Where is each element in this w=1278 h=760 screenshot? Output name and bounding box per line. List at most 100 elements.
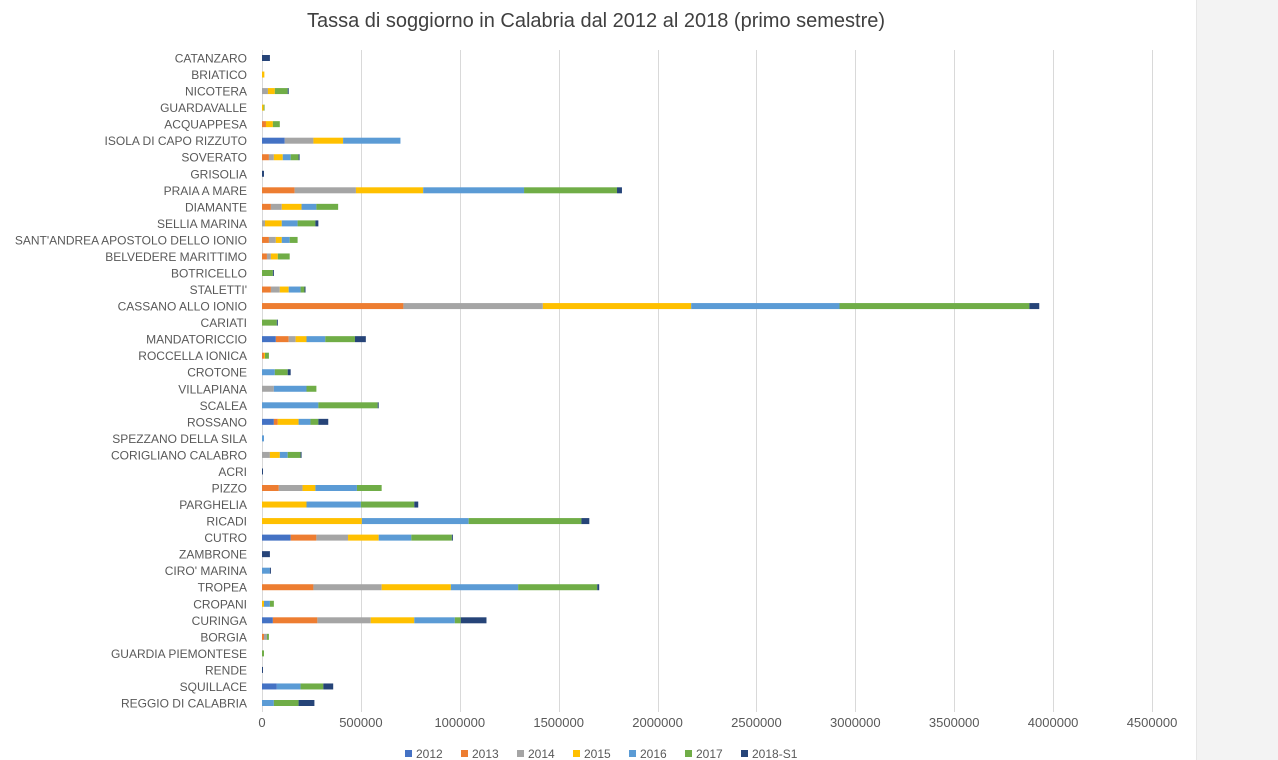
- bar-segment: [270, 203, 282, 210]
- legend-label: 2016: [640, 747, 667, 760]
- bar-segment: [298, 418, 311, 425]
- category-label: ISOLA DI CAPO RIZZUTO: [105, 134, 247, 148]
- category-label: SQUILLACE: [180, 680, 247, 694]
- bar-segment: [287, 451, 301, 458]
- category-label: ROCCELLA IONICA: [138, 349, 247, 363]
- bar-segment: [269, 567, 271, 574]
- bar-segment: [262, 435, 264, 442]
- category-label: SPEZZANO DELLA SILA: [112, 432, 247, 446]
- bar-segment: [381, 584, 451, 591]
- bar-segment: [288, 286, 301, 293]
- bar-segment: [414, 501, 419, 508]
- bar-segment: [518, 584, 598, 591]
- bar-segment: [454, 617, 461, 624]
- legend-swatch: [685, 750, 692, 757]
- bar-segment: [279, 451, 288, 458]
- category-label: CURINGA: [192, 614, 247, 628]
- bar-segment: [403, 303, 543, 310]
- x-tick-label: 3000000: [830, 715, 881, 730]
- category-label: BELVEDERE MARITTIMO: [105, 250, 247, 264]
- bar-segment: [304, 286, 306, 293]
- bar-segment: [282, 154, 291, 161]
- bar-segment: [581, 518, 590, 525]
- chart-svg: CATANZARO BRIATICO NICOTERA GUARDAVALLE ACQU…: [15, 50, 1177, 760]
- bar-segment: [414, 617, 455, 624]
- bar-segment: [273, 700, 299, 706]
- category-label: BOTRICELLO: [171, 267, 247, 281]
- bar-segment: [266, 253, 271, 260]
- x-tick-label: 1500000: [533, 715, 584, 730]
- category-label: GUARDIA PIEMONTESE: [111, 647, 247, 661]
- bar-segment: [262, 319, 277, 326]
- bar-segment: [281, 236, 290, 243]
- bar-segment: [273, 385, 307, 392]
- bar-segment: [262, 270, 273, 276]
- bar-segment: [277, 418, 299, 425]
- legend-label: 2012: [416, 747, 443, 760]
- category-label: SOVERATO: [181, 151, 247, 165]
- bar-segment: [290, 534, 317, 541]
- bar-segment: [281, 220, 298, 227]
- legend-swatch: [461, 750, 468, 757]
- bar-segment: [267, 88, 275, 95]
- category-labels: CATANZARO BRIATICO NICOTERA GUARDAVALLE ACQU…: [15, 52, 247, 711]
- bar-segment: [287, 88, 289, 95]
- chart-title: Tassa di soggiorno in Calabria dal 2012 …: [306, 10, 886, 32]
- side-panel: [1196, 0, 1278, 760]
- x-tick-label: 500000: [339, 715, 382, 730]
- legend-label: 2014: [528, 747, 555, 760]
- bar-segment: [691, 303, 840, 310]
- bar-segment: [266, 633, 269, 640]
- bar-segment: [262, 303, 404, 310]
- category-label: MANDATORICCIO: [146, 333, 247, 347]
- bar-segment: [468, 518, 582, 525]
- bar-segment: [262, 220, 265, 227]
- bar-segment: [284, 137, 314, 144]
- bar-segment: [262, 369, 275, 376]
- bar-segment: [269, 451, 280, 458]
- bar-segment: [300, 451, 302, 458]
- bar-segment: [268, 154, 274, 161]
- bar-segment: [263, 104, 265, 111]
- bar-segment: [277, 253, 290, 260]
- category-label: VILLAPIANA: [178, 382, 247, 396]
- bar-segment: [262, 170, 264, 177]
- bar-segment: [370, 617, 415, 624]
- bar-segment: [325, 336, 355, 343]
- category-label: GUARDAVALLE: [160, 101, 247, 115]
- bar-segment: [272, 121, 280, 128]
- bar-segment: [298, 700, 315, 706]
- category-label: CUTRO: [204, 531, 247, 545]
- category-label: CROTONE: [187, 366, 247, 380]
- category-label: STALETTI': [190, 283, 247, 297]
- bar-segment: [274, 369, 288, 376]
- bar-segment: [262, 700, 274, 706]
- category-label: CASSANO ALLO IONIO: [118, 300, 247, 314]
- bar-segment: [288, 336, 296, 343]
- category-label: RICADI: [206, 515, 247, 529]
- bar-segment: [355, 187, 424, 194]
- category-label: CROPANI: [193, 597, 247, 611]
- bar-segment: [281, 203, 302, 210]
- bar-segment: [262, 485, 279, 491]
- legend-swatch: [629, 750, 636, 757]
- x-tick-labels: 0 500000 1000000 1500000 2000000 2500000 30000…: [258, 715, 1177, 730]
- bar-segment: [289, 236, 298, 243]
- x-tick-label: 2000000: [632, 715, 683, 730]
- bar-segment: [617, 187, 622, 194]
- bar-segment: [262, 683, 277, 690]
- bar-segment: [274, 88, 288, 95]
- bar-segment: [1029, 303, 1040, 310]
- bar-segment: [262, 468, 263, 475]
- bar-segment: [306, 336, 326, 343]
- category-label: NICOTERA: [185, 85, 247, 99]
- bar-segment: [839, 303, 1030, 310]
- bar-segment: [301, 203, 317, 210]
- category-label: SANT'ANDREA APOSTOLO DELLO IONIO: [15, 233, 247, 247]
- bar-segment: [262, 286, 271, 293]
- bar-segment: [264, 352, 269, 359]
- bar-segment: [262, 633, 264, 640]
- bar-segment: [262, 534, 291, 541]
- bar-segment: [262, 137, 285, 144]
- bar-segment: [262, 617, 273, 624]
